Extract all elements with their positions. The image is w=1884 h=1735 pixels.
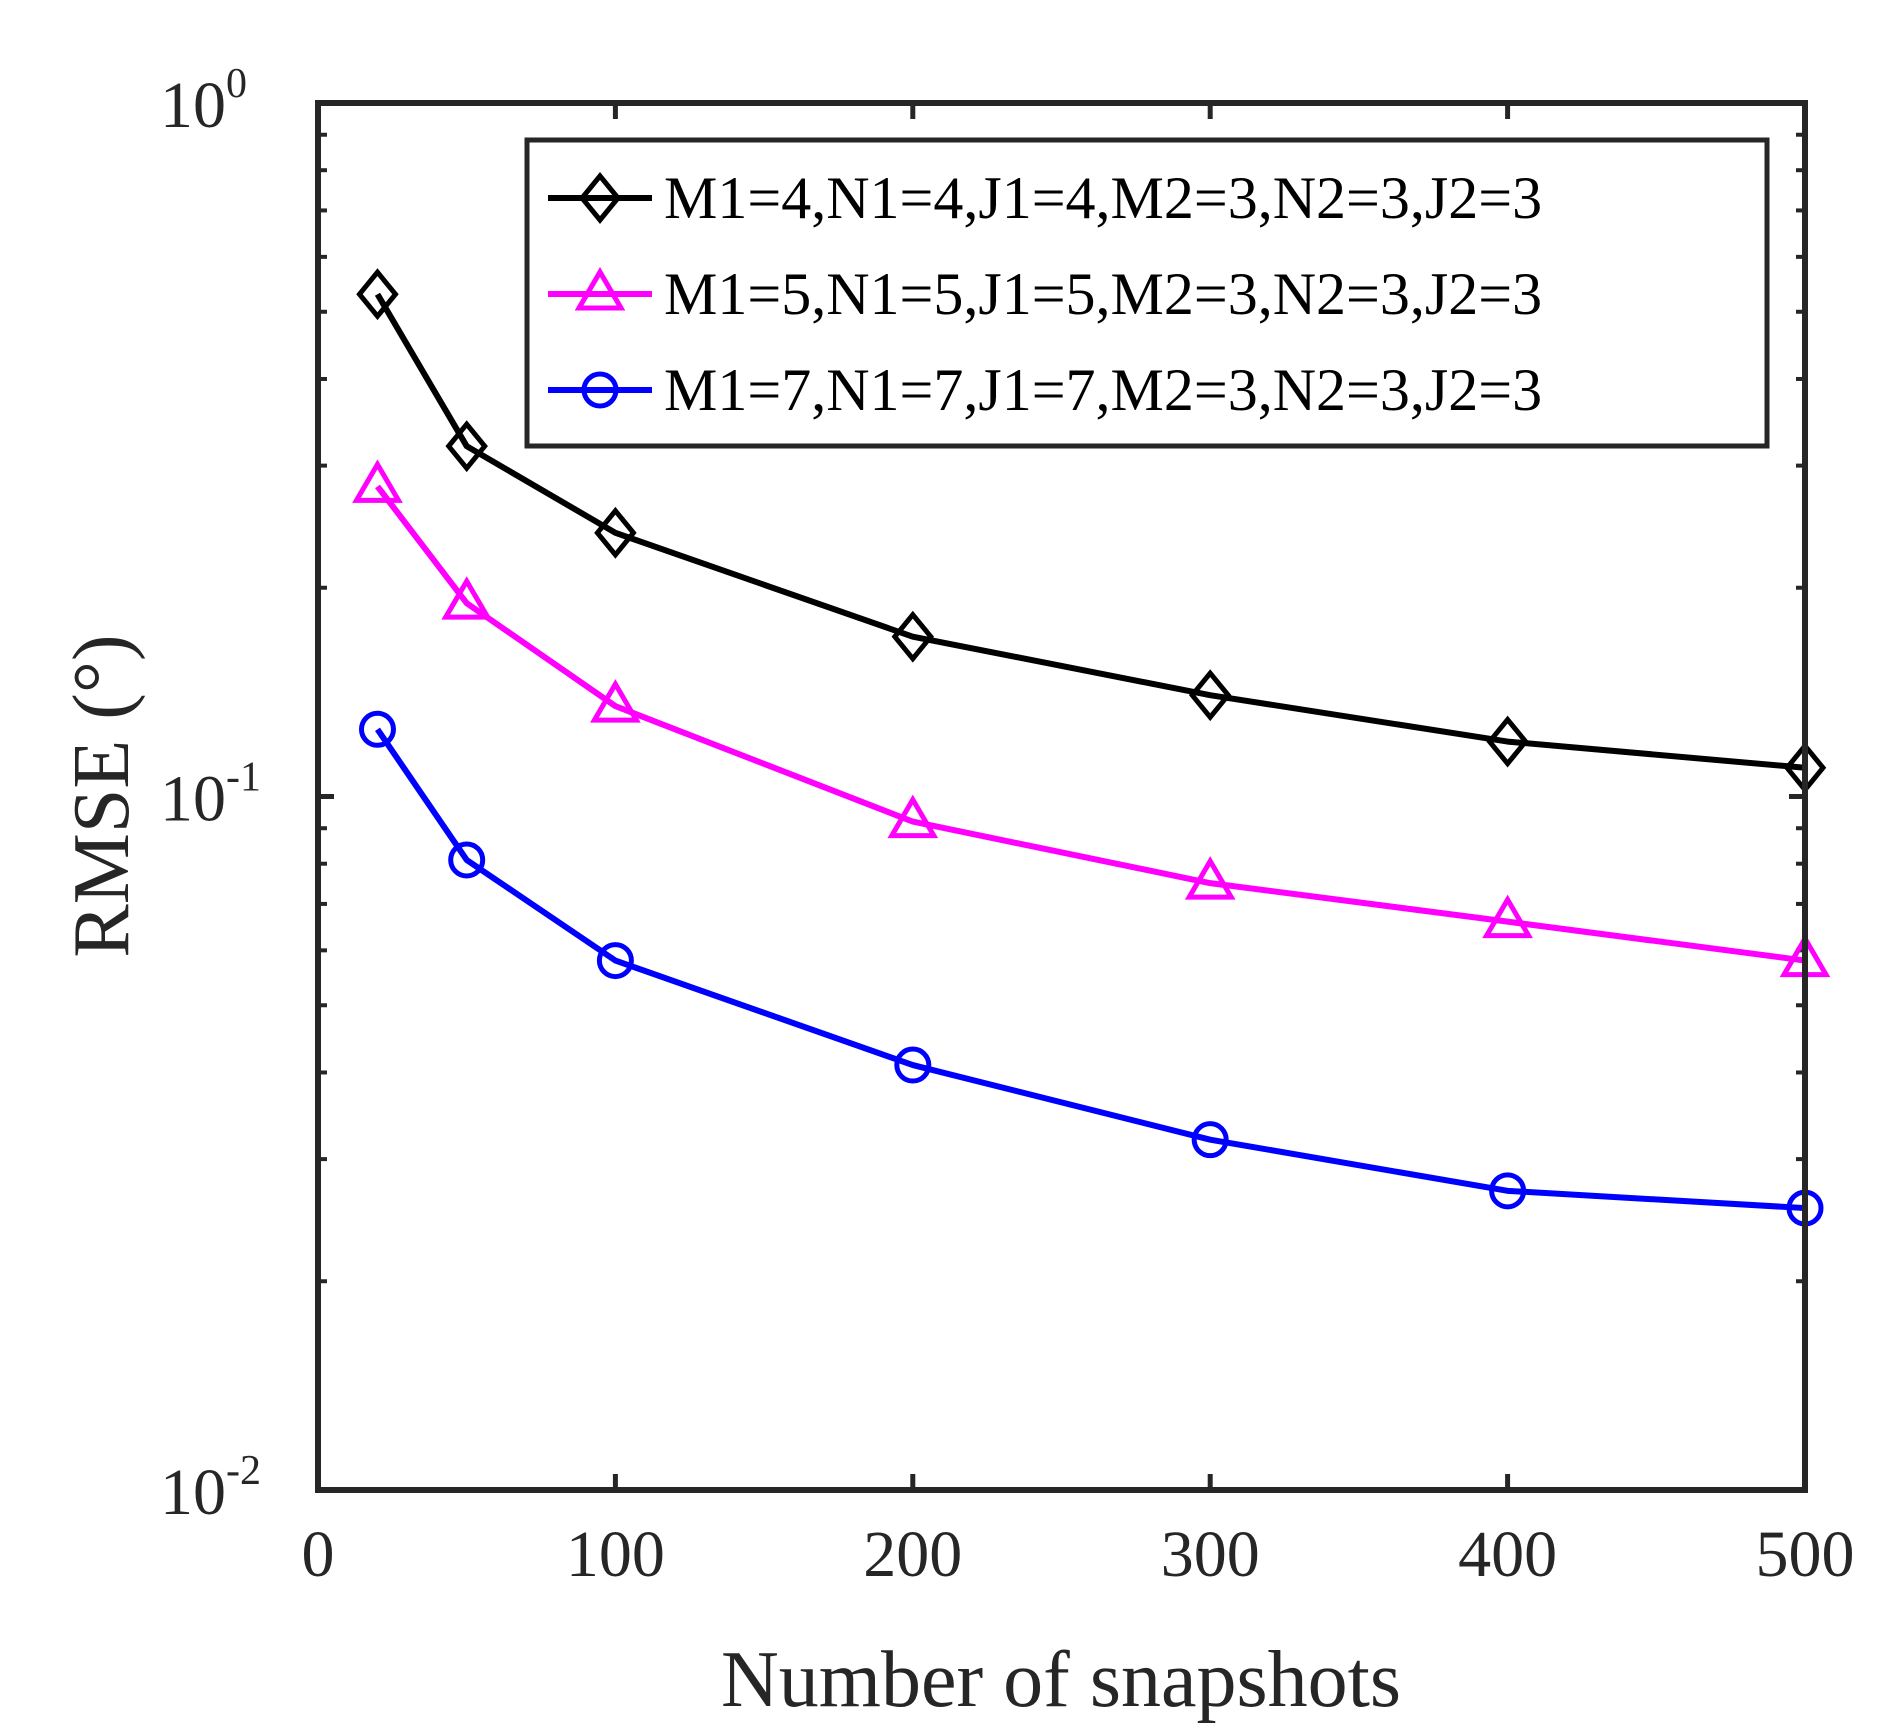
x-tick-label: 300 xyxy=(1161,1518,1260,1591)
x-tick-label: 500 xyxy=(1756,1518,1855,1591)
y-axis-title: RMSE (°) xyxy=(58,634,146,957)
y-tick-base: 10 xyxy=(160,69,226,142)
series-1 xyxy=(356,268,1827,794)
legend-box xyxy=(524,137,1770,449)
data-point-circle xyxy=(448,841,486,879)
series-line xyxy=(374,292,1806,771)
legend-entry-2: M1=5,N1=5,J1=5,M2=3,N2=3,J2=3 xyxy=(548,261,1542,327)
data-point-circle xyxy=(358,710,396,748)
y-tick-exponent: -1 xyxy=(226,755,261,801)
data-point-triangle xyxy=(887,794,939,839)
legend-marker xyxy=(581,371,619,409)
y-tick-base: 10 xyxy=(160,1456,226,1529)
legend-label: M1=4,N1=4,J1=4,M2=3,N2=3,J2=3 xyxy=(664,165,1542,231)
data-point-diamond xyxy=(594,506,637,559)
series-line xyxy=(375,727,1806,1212)
data-point-circle xyxy=(1489,1172,1527,1210)
legend: M1=4,N1=4,J1=4,M2=3,N2=3,J2=3 M1=5,N1=5,J… xyxy=(524,137,1770,449)
legend-marker xyxy=(574,267,626,311)
y-tick-exponent: 0 xyxy=(226,61,247,107)
data-point-diamond xyxy=(891,610,935,663)
data-point-diamond xyxy=(445,420,488,473)
x-tick-label: 0 xyxy=(302,1518,335,1591)
data-point-triangle xyxy=(441,576,493,620)
data-point-circle xyxy=(894,1046,932,1084)
legend-label: M1=7,N1=7,J1=7,M2=3,N2=3,J2=3 xyxy=(664,357,1542,423)
series-line xyxy=(375,484,1806,964)
legend-entry-1: M1=4,N1=4,J1=4,M2=3,N2=3,J2=3 xyxy=(548,165,1542,231)
data-point-triangle xyxy=(352,459,403,503)
legend-marker xyxy=(578,172,622,224)
data-point-triangle xyxy=(590,679,641,723)
y-tick-base: 10 xyxy=(160,763,226,836)
data-point-circle xyxy=(596,942,634,980)
data-point-diamond xyxy=(1188,669,1232,722)
x-tick-label: 100 xyxy=(566,1518,665,1591)
data-point-triangle xyxy=(1482,894,1533,939)
x-tick-label: 400 xyxy=(1458,1518,1557,1591)
y-tick-exponent: -2 xyxy=(226,1448,261,1494)
data-point-diamond xyxy=(356,268,399,321)
y-tick-label: 100 xyxy=(160,61,247,142)
data-point-circle xyxy=(1191,1121,1229,1159)
x-axis-title: Number of snapshots xyxy=(721,1636,1401,1724)
legend-entry-3: M1=7,N1=7,J1=7,M2=3,N2=3,J2=3 xyxy=(548,357,1542,423)
data-point-triangle xyxy=(1184,856,1236,900)
x-tick-label: 200 xyxy=(863,1518,962,1591)
y-tick-label: 10-2 xyxy=(160,1448,261,1529)
data-point-diamond xyxy=(1486,715,1529,768)
y-tick-label: 10-1 xyxy=(160,755,261,836)
legend-label: M1=5,N1=5,J1=5,M2=3,N2=3,J2=3 xyxy=(664,261,1542,327)
